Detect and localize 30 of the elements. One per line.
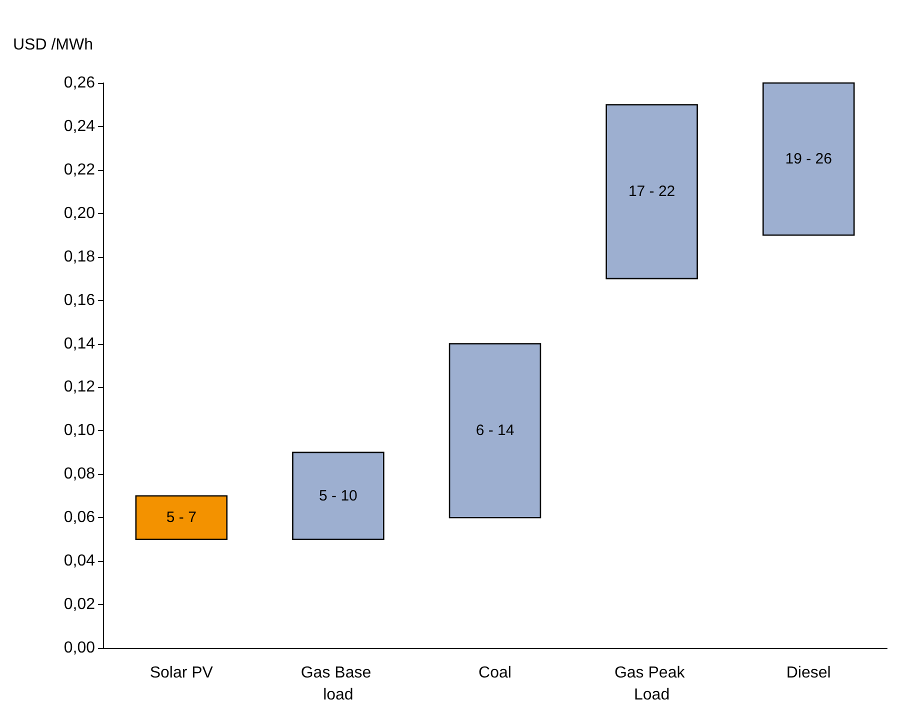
annotation: 6 - 14 — [476, 422, 514, 440]
y-tick-label: 0,08 — [64, 466, 96, 483]
x-tick-label: Solar PV — [150, 664, 214, 682]
bar — [292, 452, 384, 540]
y-tick-label: 0,14 — [64, 335, 96, 352]
y-tick-label: 0,06 — [64, 509, 96, 526]
y-tick-label: 0,16 — [64, 292, 96, 309]
y-tick-label: 0,18 — [64, 248, 96, 266]
y-tick-label: 0,12 — [64, 378, 96, 396]
x-tick-label: Diesel — [786, 664, 831, 682]
bar — [135, 495, 228, 540]
y-tick-label: 0,04 — [64, 552, 96, 570]
annotation: 17 - 22 — [628, 183, 676, 200]
x-tick-label: Gas Peak Load — [614, 664, 690, 704]
y-tick-label: 0,02 — [64, 596, 96, 614]
annotation: 5 - 7 — [166, 509, 196, 526]
y-tick-label: 0,00 — [64, 640, 96, 656]
y-tick-label: 0,24 — [64, 118, 96, 135]
y-axis-title: USD /MWh — [13, 36, 93, 54]
bar — [448, 343, 542, 518]
bar — [606, 104, 698, 280]
x-tick-label: Gas Base load — [300, 664, 376, 704]
y-tick-label: 0,20 — [64, 204, 96, 222]
y-tick-label: 0,22 — [64, 161, 96, 178]
y-tick-label: 0,26 — [64, 74, 96, 92]
annotation: 5 - 10 — [319, 487, 358, 504]
x-tick-label: Coal — [478, 664, 512, 682]
bar — [762, 82, 855, 236]
annotation: 19 - 26 — [785, 150, 832, 168]
y-tick-label: 0,10 — [64, 422, 96, 440]
